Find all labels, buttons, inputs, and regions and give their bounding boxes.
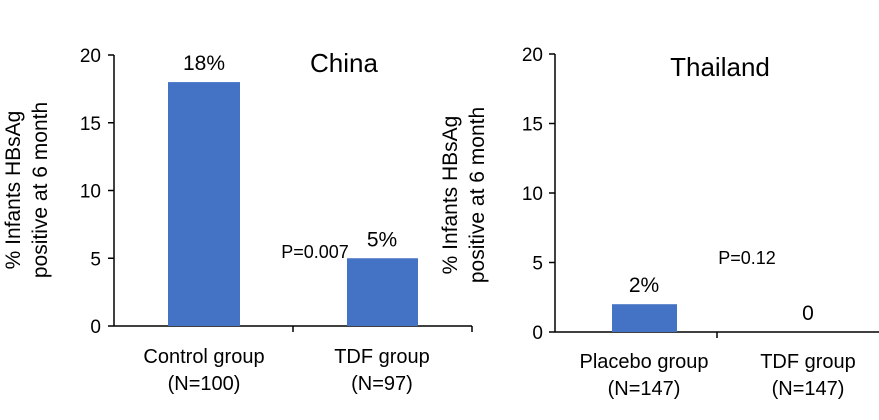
- data-label-tdf-group: 0: [802, 302, 814, 325]
- y-tick-15: 15: [522, 115, 555, 136]
- y-tick-10: 10: [522, 184, 555, 205]
- y-tick-20: 20: [522, 45, 555, 66]
- y-tick-15: 15: [80, 114, 114, 135]
- y-tick-0: 0: [532, 323, 555, 344]
- x-tick-label-tdf-group-line2: (N=97): [351, 373, 413, 395]
- y-axis-label-line1: % Infants HBsAg: [2, 111, 25, 270]
- chart-thailand: Thailand % Infants HBsAg positive at 6 m…: [439, 45, 879, 400]
- y-tick-20: 20: [80, 46, 114, 67]
- x-tick-label-tdf-group-line2: (N=147): [772, 378, 845, 400]
- data-label-placebo-group: 2%: [629, 274, 659, 297]
- svg-text:20: 20: [522, 45, 543, 66]
- y-axis-label-line2: positive at 6 month: [466, 107, 489, 283]
- x-tick-label-control-group-line2: (N=100): [168, 373, 241, 395]
- y-tick-10: 10: [80, 182, 114, 203]
- x-tick-label-tdf-group-line1: TDF group: [760, 351, 856, 373]
- y-axis-label-line1: % Infants HBsAg: [439, 116, 462, 275]
- x-tick-label-placebo-group-line2: (N=147): [608, 378, 681, 400]
- svg-text:5: 5: [532, 254, 543, 275]
- chart-title: Thailand: [670, 52, 770, 82]
- bar-placebo-group: [612, 304, 677, 332]
- p-value-annotation: P=0.007: [281, 242, 349, 262]
- y-axis-label-line2: positive at 6 month: [29, 102, 52, 278]
- chart-china: China % Infants HBsAg positive at 6 mont…: [2, 46, 473, 395]
- svg-text:15: 15: [80, 114, 101, 135]
- x-tick-label-control-group-line1: Control group: [143, 346, 264, 368]
- svg-text:10: 10: [80, 182, 101, 203]
- p-value-annotation: P=0.12: [718, 248, 776, 268]
- data-label-tdf-group: 5%: [367, 228, 397, 251]
- y-tick-5: 5: [90, 249, 114, 270]
- svg-text:10: 10: [522, 184, 543, 205]
- bar-tdf-group: [347, 258, 418, 326]
- x-tick-label-tdf-group-line1: TDF group: [334, 346, 430, 368]
- svg-text:0: 0: [532, 323, 543, 344]
- svg-text:15: 15: [522, 115, 543, 136]
- data-label-control-group: 18%: [183, 52, 225, 75]
- x-tick-label-placebo-group-line1: Placebo group: [580, 351, 709, 373]
- chart-title: China: [310, 48, 378, 78]
- svg-text:20: 20: [80, 46, 101, 67]
- y-tick-0: 0: [90, 317, 114, 338]
- bar-control-group: [168, 82, 240, 326]
- svg-text:0: 0: [90, 317, 101, 338]
- y-tick-5: 5: [532, 254, 555, 275]
- svg-text:5: 5: [90, 249, 101, 270]
